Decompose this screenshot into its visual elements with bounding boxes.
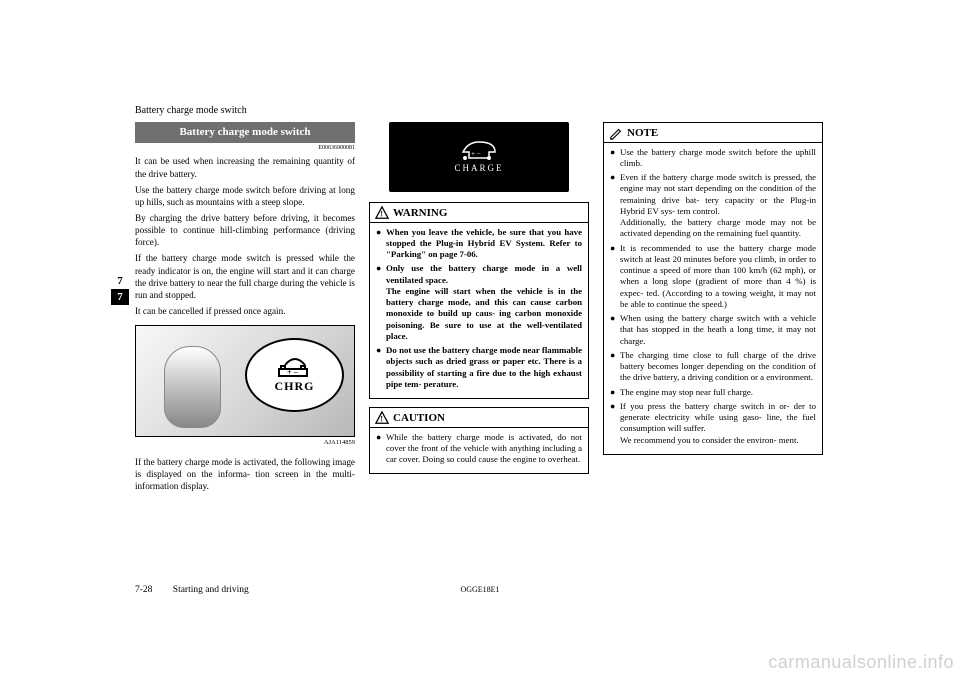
svg-text:!: !: [380, 210, 383, 219]
list-item: ●The charging time close to full charge …: [610, 350, 816, 384]
bullet-icon: ●: [376, 263, 386, 342]
para: If the battery charge mode is activated,…: [135, 456, 355, 492]
charge-label: CHARGE: [454, 163, 503, 175]
footer-left: 7-28 Starting and driving: [135, 585, 249, 595]
gear-knob-shape: [164, 346, 221, 428]
note-box: NOTE ●Use the battery charge mode switch…: [603, 122, 823, 455]
chrg-label: CHRG: [275, 379, 315, 395]
tab-number-box: 7: [111, 289, 129, 305]
list-item: ●Only use the battery charge mode in a w…: [376, 263, 582, 342]
battery-car-icon: + −: [275, 355, 315, 379]
charge-car-icon: + −: [458, 139, 500, 161]
section-code: E00636900081: [135, 145, 355, 153]
list-item: ●Do not use the battery charge mode near…: [376, 345, 582, 390]
section-title: Battery charge mode switch: [135, 122, 355, 143]
bullet-icon: ●: [610, 350, 620, 384]
list-item: ●If you press the battery charge switch …: [610, 401, 816, 446]
callout-bubble: + − CHRG: [245, 338, 344, 412]
column-3: NOTE ●Use the battery charge mode switch…: [603, 122, 823, 496]
note-pencil-icon: [609, 126, 623, 140]
bullet-icon: ●: [610, 172, 620, 240]
list-item: ●While the battery charge mode is activa…: [376, 432, 582, 466]
page-header: Battery charge mode switch: [135, 105, 825, 116]
bullet-icon: ●: [610, 313, 620, 347]
warning-title-bar: ! WARNING: [370, 203, 588, 223]
list-item: ●Use the battery charge mode switch befo…: [610, 147, 816, 170]
body-columns: Battery charge mode switch E00636900081 …: [135, 122, 825, 496]
svg-text:+ −: + −: [471, 150, 481, 158]
note-title-bar: NOTE: [604, 123, 822, 143]
caution-box: ! CAUTION ●While the battery charge mode…: [369, 407, 589, 474]
column-2: + − CHARGE ! WARNING ●When you leave the…: [369, 122, 589, 496]
bullet-icon: ●: [376, 227, 386, 261]
para: It can be used when increasing the remai…: [135, 155, 355, 179]
para: Use the battery charge mode switch befor…: [135, 184, 355, 208]
bullet-icon: ●: [376, 345, 386, 390]
list-item: ●It is recommended to use the battery ch…: [610, 243, 816, 311]
para: It can be cancelled if pressed once agai…: [135, 305, 355, 317]
bullet-icon: ●: [376, 432, 386, 466]
bullet-icon: ●: [610, 401, 620, 446]
list-item: ●The engine may stop near full charge.: [610, 387, 816, 398]
svg-text:!: !: [380, 415, 383, 424]
page-content: 7 7 Battery charge mode switch Battery c…: [135, 105, 825, 595]
note-title-text: NOTE: [627, 126, 658, 141]
bullet-icon: ●: [610, 243, 620, 311]
list-item: ●Even if the battery charge mode switch …: [610, 172, 816, 240]
chapter-name: Starting and driving: [173, 585, 249, 595]
svg-text:+ −: + −: [287, 368, 299, 377]
para: By charging the drive battery before dri…: [135, 212, 355, 248]
column-1: Battery charge mode switch E00636900081 …: [135, 122, 355, 496]
switch-illustration: + − CHRG: [135, 325, 355, 437]
caution-title-bar: ! CAUTION: [370, 408, 588, 428]
note-body: ●Use the battery charge mode switch befo…: [604, 143, 822, 454]
warning-box: ! WARNING ●When you leave the vehicle, b…: [369, 202, 589, 399]
charge-display-panel: + − CHARGE: [389, 122, 569, 192]
caution-title-text: CAUTION: [393, 411, 445, 426]
warning-title-text: WARNING: [393, 206, 447, 221]
doc-id: OGGE18E1: [460, 585, 499, 594]
page-footer: 7-28 Starting and driving OGGE18E1: [135, 585, 825, 595]
list-item: ●When using the battery charge switch wi…: [610, 313, 816, 347]
para: If the battery charge mode switch is pre…: [135, 252, 355, 301]
bullet-icon: ●: [610, 387, 620, 398]
watermark-text: carmanualsonline.info: [768, 652, 954, 673]
caution-body: ●While the battery charge mode is activa…: [370, 428, 588, 474]
chapter-tab: 7 7: [111, 275, 129, 305]
caution-triangle-icon: !: [375, 411, 389, 425]
list-item: ●When you leave the vehicle, be sure tha…: [376, 227, 582, 261]
page-number: 7-28: [135, 585, 152, 595]
illustration-code: AJA114859: [135, 439, 355, 448]
bullet-icon: ●: [610, 147, 620, 170]
warning-body: ●When you leave the vehicle, be sure tha…: [370, 223, 588, 399]
tab-number-top: 7: [111, 275, 129, 287]
warning-triangle-icon: !: [375, 206, 389, 220]
